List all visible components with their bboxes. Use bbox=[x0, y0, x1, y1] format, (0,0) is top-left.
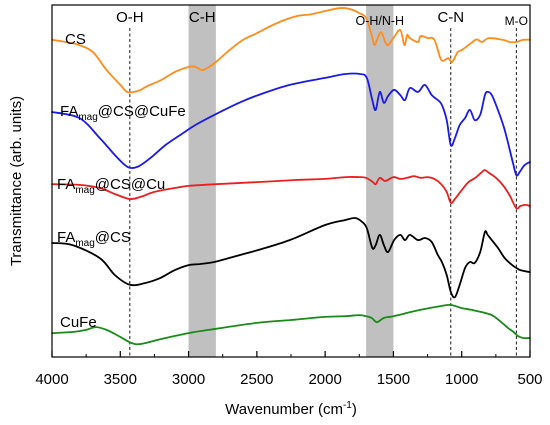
series-label-subscript: mag bbox=[75, 238, 94, 249]
series-label-main: CuFe bbox=[60, 314, 97, 331]
x-tick-label: 2000 bbox=[308, 371, 341, 388]
y-axis-label: Transmittance (arb. units) bbox=[8, 96, 25, 266]
series-label-rest: @CS bbox=[95, 229, 131, 246]
series-line-cs bbox=[51, 7, 531, 94]
band-label-c-h: C-H bbox=[189, 9, 216, 26]
x-tick-label: 1000 bbox=[445, 371, 478, 388]
series-line-famag-cs-cufe bbox=[51, 72, 531, 177]
series-label-main: FA bbox=[57, 176, 75, 193]
x-tick-label: 3000 bbox=[172, 371, 205, 388]
marker-label-m-o: M-O bbox=[505, 14, 528, 28]
series-label-main: FA bbox=[57, 229, 75, 246]
x-axis-label: Wavenumber (cm-1) bbox=[225, 400, 357, 418]
series-label-famag-cs-cu: FAmag@CS@Cu bbox=[57, 176, 165, 196]
band-label-o-h-n-h: O-H/N-H bbox=[355, 14, 404, 28]
series-label-subscript: mag bbox=[75, 185, 94, 196]
series-label-cufe: CuFe bbox=[60, 314, 97, 331]
series-label-cs: CS bbox=[65, 31, 86, 48]
series-line-famag-cs-cu bbox=[51, 169, 531, 210]
series-label-famag-cs-cufe: FAmag@CS@CuFe bbox=[60, 103, 186, 123]
series-line-famag-cs bbox=[51, 217, 531, 299]
series-layer bbox=[51, 7, 531, 346]
series-line-cufe bbox=[51, 303, 531, 346]
x-tick-label: 2500 bbox=[240, 371, 273, 388]
series-label-rest: @CS@CuFe bbox=[98, 103, 186, 120]
x-tick-label: 500 bbox=[517, 371, 542, 388]
x-tick-label: 1500 bbox=[377, 371, 410, 388]
series-label-main: CS bbox=[65, 31, 86, 48]
x-tick-label: 3500 bbox=[104, 371, 137, 388]
series-label-subscript: mag bbox=[78, 112, 97, 123]
marker-label-c-n: C-N bbox=[437, 9, 464, 26]
label-layer: C-H O-H/N-HO-H C-N M-OCSFAmag@CS@CuFeFAmag@… bbox=[57, 9, 528, 331]
series-label-main: FA bbox=[60, 103, 78, 120]
x-tick-label: 4000 bbox=[35, 371, 68, 388]
marker-label-o-h: O-H bbox=[116, 9, 144, 26]
x-axis-label-text: Wavenumber (cm bbox=[225, 401, 343, 418]
band-c-h bbox=[188, 5, 216, 357]
series-label-rest: @CS@Cu bbox=[95, 176, 165, 193]
series-label-famag-cs: FAmag@CS bbox=[57, 229, 131, 249]
x-axis-label-superscript: -1 bbox=[343, 400, 352, 411]
band-layer bbox=[188, 5, 394, 357]
axes-layer: 4000 3500 3000 2500 2000 1500 1000 500 Wavenumbe… bbox=[8, 4, 543, 418]
x-axis-label-tail: ) bbox=[352, 401, 357, 418]
